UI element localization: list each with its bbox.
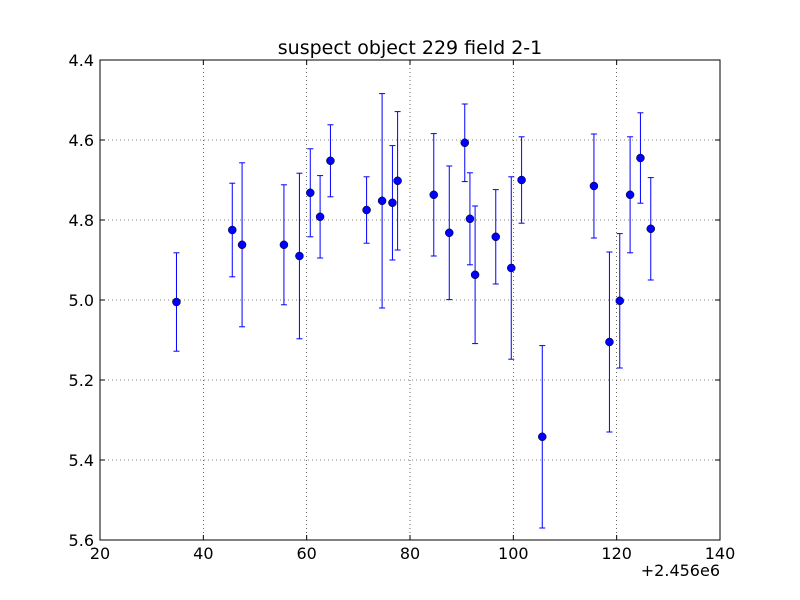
y-tick-label: 4.4 (69, 51, 94, 70)
data-point-marker (460, 138, 470, 148)
x-tick-label: 100 (498, 544, 529, 563)
data-point-marker (306, 188, 315, 198)
data-point-marker (646, 224, 656, 234)
plot-area-frame (99, 59, 721, 541)
x-tick-label: 120 (601, 544, 632, 563)
data-point-marker (429, 190, 439, 200)
data-point-marker (377, 196, 387, 206)
data-point-marker (589, 181, 599, 191)
data-point-marker (445, 228, 454, 238)
x-tick-label: 40 (193, 544, 213, 563)
data-point-marker (237, 240, 247, 250)
y-tick-label: 4.6 (69, 131, 94, 150)
data-point-marker (279, 240, 289, 250)
data-point-marker (517, 175, 526, 185)
data-point-marker (538, 432, 547, 442)
y-tick-label: 5.6 (69, 531, 94, 550)
data-point-marker (315, 212, 325, 222)
data-point-marker (172, 297, 181, 307)
x-tick-label: 60 (296, 544, 316, 563)
data-point-marker (295, 251, 304, 261)
data-point-marker (636, 153, 645, 163)
y-tick-label: 5.2 (69, 371, 94, 390)
grid-lines (100, 60, 720, 540)
data-point-marker (228, 225, 237, 235)
x-tick-label: 80 (400, 544, 420, 563)
x-axis-offset-label: +2.456e6 (641, 561, 720, 580)
x-tick-label: 20 (90, 544, 110, 563)
data-point-marker (625, 190, 635, 200)
x-tick-label: 140 (705, 544, 736, 563)
chart-title: suspect object 229 field 2-1 (278, 37, 543, 59)
y-tick-label: 4.8 (69, 211, 94, 230)
data-point-marker (393, 176, 402, 186)
axis-ticks: 20 40 60 80 100 120 140 4.4 4.6 4.8 5.0 5.2 5.4 5.6 (69, 51, 736, 563)
data-point-marker (605, 337, 614, 347)
data-point-marker (491, 232, 501, 242)
data-point-marker (362, 205, 371, 215)
data-point-marker (615, 296, 625, 306)
data-point-marker (470, 270, 480, 280)
data-point-marker (507, 263, 516, 273)
y-tick-label: 5.4 (69, 451, 94, 470)
data-point-marker (388, 198, 397, 208)
y-tick-label: 5.0 (69, 291, 94, 310)
data-points (172, 93, 656, 529)
data-point-marker (465, 214, 475, 224)
data-point-marker (326, 156, 335, 166)
